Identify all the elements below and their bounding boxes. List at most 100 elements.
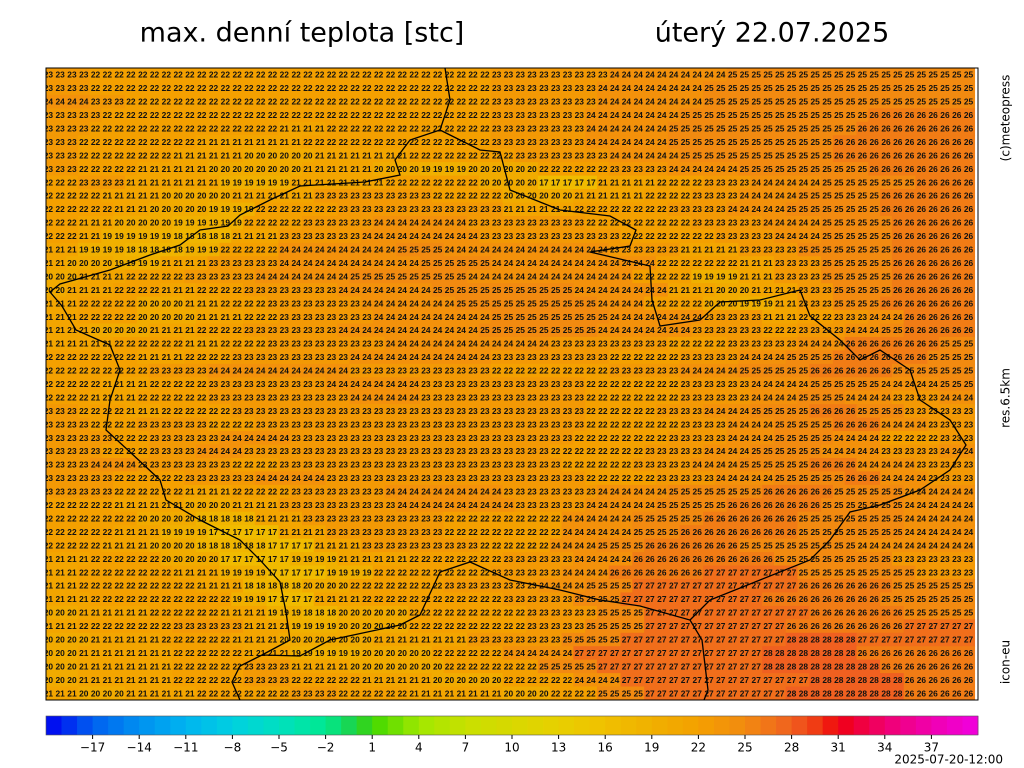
temperature-label: 22	[433, 137, 443, 147]
temperature-label: 26	[952, 271, 962, 281]
temperature-label: 23	[775, 258, 785, 268]
temperature-label: 24	[350, 258, 360, 268]
temperature-label: 22	[103, 446, 113, 456]
temperature-label: 21	[539, 204, 549, 214]
temperature-label: 23	[280, 352, 290, 362]
temperature-label: 23	[693, 446, 703, 456]
temperature-label: 24	[657, 97, 667, 107]
temperature-cell	[596, 94, 610, 109]
temperature-label: 23	[457, 392, 467, 402]
temperature-label: 23	[480, 204, 490, 214]
temperature-label: 23	[244, 406, 254, 416]
temperature-label: 23	[291, 339, 301, 349]
temperature-label: 23	[657, 406, 667, 416]
temperature-label: 23	[433, 419, 443, 429]
temperature-label: 23	[468, 446, 478, 456]
temperature-label: 23	[339, 433, 349, 443]
temperature-label: 24	[704, 406, 714, 416]
temperature-label: 23	[386, 446, 396, 456]
temperature-label: 23	[693, 392, 703, 402]
temperature-label: 25	[740, 97, 750, 107]
temperature-label: 18	[126, 245, 136, 255]
temperature-label: 23	[716, 191, 726, 201]
temperature-label: 24	[893, 460, 903, 470]
temperature-label: 22	[268, 460, 278, 470]
temperature-label: 25	[846, 110, 856, 120]
temperature-label: 23	[79, 177, 89, 187]
temperature-label: 24	[645, 137, 655, 147]
temperature-label: 24	[693, 164, 703, 174]
temperature-label: 26	[940, 245, 950, 255]
temperature-label: 23	[610, 245, 620, 255]
temperature-label: 24	[398, 312, 408, 322]
temperature-label: 25	[763, 137, 773, 147]
temperature-label: 23	[221, 473, 231, 483]
temperature-label: 23	[563, 487, 573, 497]
temperature-label: 22	[669, 177, 679, 187]
temperature-label: 24	[339, 271, 349, 281]
temperature-label: 24	[551, 258, 561, 268]
temperature-label: 21	[280, 124, 290, 134]
temperature-label: 22	[386, 110, 396, 120]
temperature-label: 25	[952, 379, 962, 389]
temperature-label: 25	[811, 446, 821, 456]
temperature-label: 25	[846, 177, 856, 187]
temperature-label: 24	[114, 460, 124, 470]
temperature-label: 22	[138, 446, 148, 456]
temperature-label: 23	[44, 419, 54, 429]
temperature-label: 26	[858, 339, 868, 349]
temperature-label: 23	[315, 298, 325, 308]
temperature-label: 23	[232, 473, 242, 483]
temperature-cell	[325, 94, 338, 109]
temperature-label: 25	[940, 83, 950, 93]
temperature-label: 22	[598, 379, 608, 389]
temperature-label: 22	[232, 70, 242, 80]
temperature-label: 23	[575, 473, 585, 483]
temperature-label: 23	[516, 419, 526, 429]
temperature-cell	[632, 81, 645, 96]
temperature-label: 22	[126, 164, 136, 174]
temperature-label: 25	[964, 366, 974, 376]
temperature-label: 22	[126, 97, 136, 107]
temperature-label: 24	[834, 339, 844, 349]
temperature-label: 25	[728, 70, 738, 80]
temperature-cell	[46, 94, 55, 109]
temperature-label: 24	[669, 150, 679, 160]
temperature-label: 24	[752, 204, 762, 214]
temperature-label: 21	[209, 487, 219, 497]
temperature-label: 22	[79, 164, 89, 174]
temperature-label: 22	[350, 83, 360, 93]
temperature-label: 23	[504, 379, 514, 389]
temperature-label: 22	[563, 164, 573, 174]
temperature-label: 22	[551, 164, 561, 174]
temperature-label: 24	[445, 231, 455, 241]
temperature-label: 22	[150, 137, 160, 147]
temperature-label: 22	[669, 258, 679, 268]
temperature-label: 21	[55, 258, 65, 268]
temperature-label: 24	[421, 487, 431, 497]
temperature-label: 22	[634, 446, 644, 456]
temperature-label: 23	[303, 379, 313, 389]
temperature-label: 24	[221, 366, 231, 376]
temperature-cell	[302, 68, 315, 83]
temperature-cell	[54, 81, 67, 96]
temperature-cell	[384, 68, 397, 83]
temperature-cell	[231, 81, 244, 96]
temperature-label: 26	[881, 124, 891, 134]
temperature-label: 23	[516, 70, 526, 80]
temperature-label: 26	[822, 366, 832, 376]
temperature-label: 22	[669, 298, 679, 308]
temperature-label: 23	[929, 392, 939, 402]
temperature-label: 26	[952, 177, 962, 187]
temperature-label: 23	[681, 352, 691, 362]
temperature-label: 23	[964, 433, 974, 443]
temperature-label: 22	[681, 218, 691, 228]
temperature-label: 24	[362, 231, 372, 241]
temperature-label: 23	[693, 325, 703, 335]
temperature-label: 23	[362, 460, 372, 470]
temperature-label: 22	[138, 339, 148, 349]
temperature-label: 23	[44, 137, 54, 147]
temperature-label: 23	[280, 460, 290, 470]
temperature-label: 24	[634, 70, 644, 80]
temperature-label: 22	[67, 204, 77, 214]
